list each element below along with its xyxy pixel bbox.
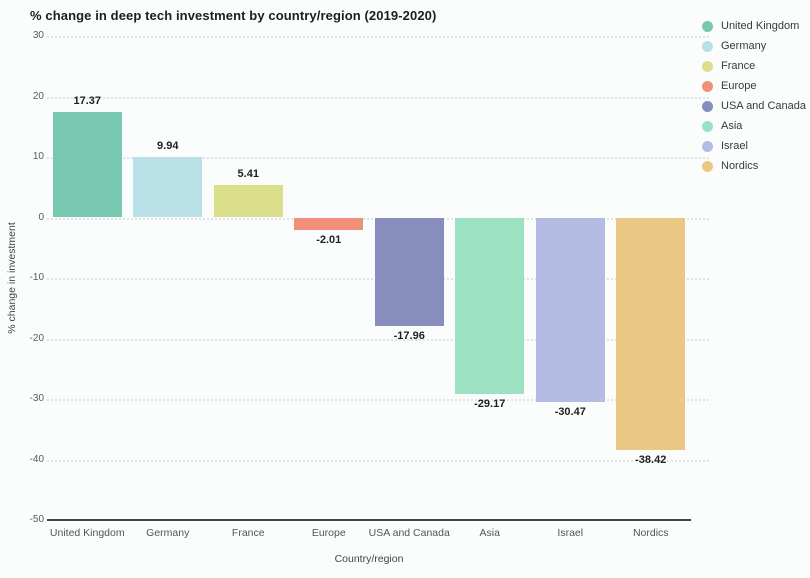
bar-value-label: 9.94 [157, 140, 179, 153]
gridline [47, 96, 709, 99]
x-tick-label: USA and Canada [368, 527, 450, 539]
gridline [47, 157, 709, 159]
x-tick-label: Nordics [632, 527, 669, 539]
gridline [47, 399, 709, 401]
legend-label: USA and Canada [721, 100, 807, 112]
legend-label: Israel [721, 140, 748, 152]
legend-item: Israel [702, 140, 806, 152]
x-tick-label: Germany [146, 527, 190, 539]
bar [535, 217, 605, 402]
bar-value-label: -2.01 [316, 233, 342, 246]
y-tick-label: -20 [29, 332, 44, 344]
chart-title: % change in deep tech investment by coun… [30, 8, 437, 23]
legend-item: Asia [702, 120, 806, 132]
legend-item: USA and Canada [702, 100, 806, 112]
y-tick-label: 20 [32, 90, 44, 102]
y-tick-label: -30 [29, 393, 44, 404]
x-axis-line [47, 519, 691, 521]
bar [133, 157, 203, 218]
legend-label: Germany [721, 40, 767, 52]
legend-label: Nordics [721, 160, 759, 172]
legend-swatch-icon [702, 60, 713, 72]
bar [52, 112, 122, 218]
x-tick-label: France [231, 527, 265, 539]
legend-swatch-icon [702, 120, 713, 132]
legend-swatch-icon [702, 160, 713, 172]
gridline [47, 338, 709, 341]
bar [616, 217, 686, 450]
bar [455, 217, 525, 394]
y-tick-label: -40 [29, 453, 44, 465]
legend: United Kingdom Germany France Europe USA and… [702, 20, 806, 172]
legend-swatch-icon [702, 100, 713, 112]
gridline [47, 459, 709, 462]
bar-value-label: -30.47 [554, 405, 586, 418]
bar-value-label: -29.17 [474, 397, 506, 410]
y-tick-label: 0 [38, 211, 44, 223]
bar [374, 217, 444, 327]
bar-value-label: 17.37 [73, 95, 102, 108]
bar [213, 184, 283, 218]
bar-value-label: -17.96 [393, 330, 425, 343]
legend-item: Nordics [702, 160, 806, 172]
legend-swatch-icon [702, 40, 713, 52]
x-tick-label: United Kingdom [49, 527, 125, 539]
legend-item: Europe [702, 80, 806, 92]
legend-label: Europe [721, 80, 757, 92]
legend-swatch-icon [702, 140, 713, 152]
legend-swatch-icon [702, 20, 713, 32]
y-tick-label: 30 [32, 30, 44, 41]
bar-value-label: 5.41 [237, 167, 259, 180]
x-tick-label: Asia [479, 527, 500, 539]
bar-value-label: -38.42 [635, 453, 667, 466]
x-tick-label: Europe [311, 527, 346, 539]
legend-label: United Kingdom [721, 20, 800, 32]
x-axis-title: Country/region [334, 553, 404, 565]
bar [294, 217, 364, 230]
legend-label: France [721, 60, 756, 72]
x-tick-label: Israel [557, 527, 584, 539]
gridline [47, 36, 709, 38]
legend-item: France [702, 60, 806, 72]
legend-swatch-icon [702, 80, 713, 92]
legend-label: Asia [721, 120, 743, 132]
y-tick-label: -10 [29, 272, 44, 283]
y-tick-label: -50 [29, 514, 44, 525]
y-tick-label: 10 [32, 151, 44, 162]
legend-item: Germany [702, 40, 806, 52]
legend-item: United Kingdom [702, 20, 806, 32]
